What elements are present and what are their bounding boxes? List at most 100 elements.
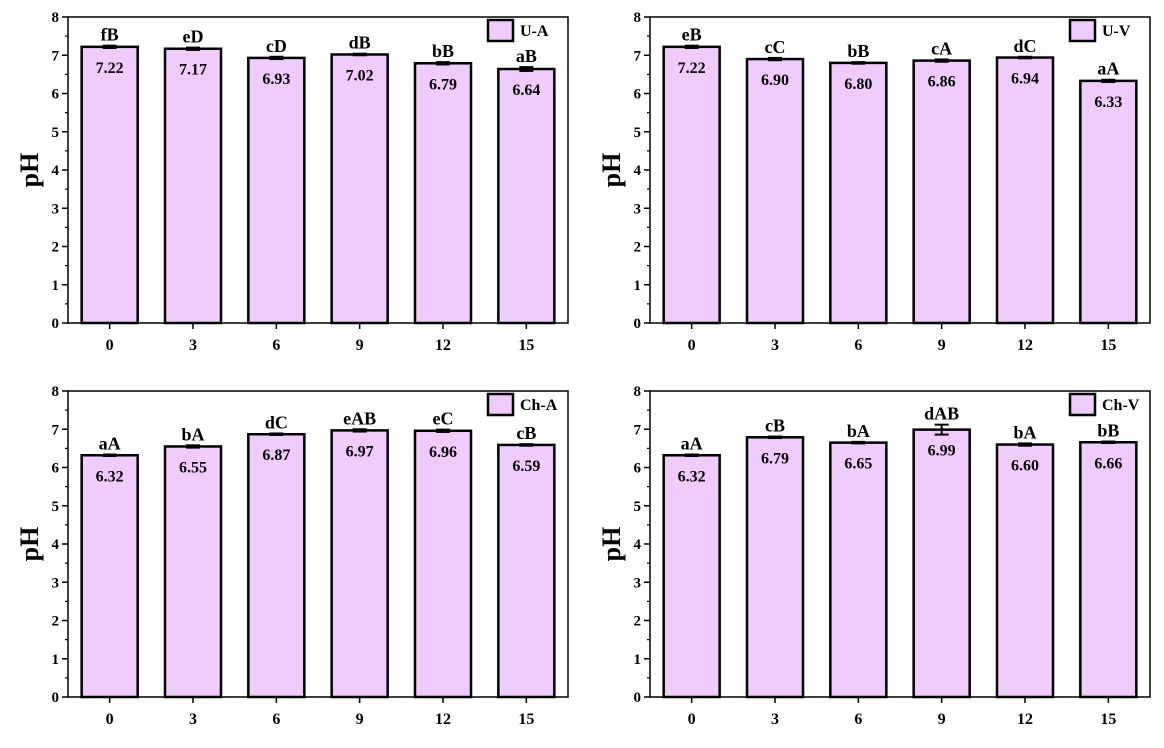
significance-letter: dAB <box>924 404 959 424</box>
y-tick-label: 4 <box>52 163 60 179</box>
significance-letter: aA <box>681 433 703 453</box>
legend-swatch <box>486 392 515 417</box>
y-axis-label: pH <box>15 527 44 562</box>
bar <box>413 62 473 325</box>
bar <box>80 45 139 325</box>
x-tick-label: 0 <box>106 711 114 728</box>
significance-letter: cA <box>931 38 952 58</box>
legend-label: Ch-A <box>520 397 558 414</box>
y-tick-label: 0 <box>52 690 60 706</box>
y-tick-label: 2 <box>52 614 60 630</box>
significance-letter: bB <box>1097 420 1119 440</box>
significance-letter: bA <box>1013 422 1036 442</box>
bar-value-label: 6.90 <box>761 72 789 89</box>
bar <box>163 445 223 699</box>
significance-letter: cB <box>765 416 785 436</box>
bar-value-label: 6.79 <box>429 76 457 93</box>
bar <box>497 443 556 699</box>
bar-value-label: 6.86 <box>928 74 956 91</box>
significance-letter: bA <box>181 424 204 444</box>
y-tick-label: 0 <box>634 316 642 332</box>
y-tick-label: 6 <box>634 87 642 103</box>
legend-swatch <box>1068 18 1097 43</box>
bar <box>662 454 721 699</box>
y-tick-label: 3 <box>52 201 60 217</box>
significance-letter: cB <box>516 423 536 443</box>
y-axis-label: pH <box>15 153 44 188</box>
significance-letter: bA <box>847 421 870 441</box>
x-tick-label: 15 <box>518 337 534 354</box>
bar <box>330 429 389 699</box>
bar-value-label: 6.64 <box>512 82 540 99</box>
y-tick-label: 4 <box>634 163 642 179</box>
significance-letter: eD <box>183 27 204 47</box>
chart-svg-u-a: pH0123456787.22fB07.17eD36.93cD67.02dB96… <box>15 10 569 354</box>
bar-value-label: 6.32 <box>678 468 706 485</box>
y-tick-label: 7 <box>52 48 60 64</box>
y-tick-label: 2 <box>634 614 642 630</box>
significance-letter: aB <box>516 46 537 66</box>
y-tick-label: 3 <box>634 201 642 217</box>
y-tick-label: 7 <box>634 48 642 64</box>
bar <box>497 67 556 325</box>
x-tick-label: 12 <box>435 337 451 354</box>
y-tick-label: 8 <box>634 10 642 26</box>
y-tick-label: 6 <box>634 461 642 477</box>
y-tick-label: 3 <box>52 575 60 591</box>
bar-value-label: 6.97 <box>346 443 374 460</box>
y-tick-label: 8 <box>52 384 60 400</box>
bar <box>995 443 1055 699</box>
y-axis-label: pH <box>597 527 626 562</box>
bar-value-label: 6.80 <box>844 76 872 93</box>
x-tick-label: 6 <box>854 337 862 354</box>
y-tick-label: 2 <box>634 240 642 256</box>
x-tick-label: 6 <box>272 337 280 354</box>
x-tick-label: 3 <box>771 337 779 354</box>
bar-value-label: 6.32 <box>96 468 124 485</box>
bar <box>1079 441 1138 699</box>
y-tick-label: 1 <box>52 278 60 294</box>
legend-swatch <box>486 18 515 43</box>
bar-value-label: 6.66 <box>1094 455 1122 472</box>
chart-panel-ch-a: pH 0 1 2 3 4 5 6 7 8 6.32 aA 0 6.55 bA 3 6.87 dC 6 6.97 eAB 9… <box>0 374 582 748</box>
significance-letter: fB <box>101 25 119 45</box>
chart-svg-ch-a: pH0123456786.32aA06.55bA36.87dC66.97eAB9… <box>15 384 569 728</box>
y-tick-label: 0 <box>52 316 60 332</box>
y-tick-label: 7 <box>634 422 642 438</box>
significance-letter: aA <box>1097 59 1119 79</box>
x-tick-label: 12 <box>435 711 451 728</box>
y-tick-label: 3 <box>634 575 642 591</box>
plot-frame <box>649 16 1151 324</box>
bar <box>247 56 306 325</box>
significance-letter: dC <box>265 412 288 432</box>
bar <box>912 59 971 325</box>
x-tick-label: 9 <box>356 337 364 354</box>
x-tick-label: 12 <box>1017 337 1033 354</box>
bar <box>912 428 971 699</box>
y-tick-label: 6 <box>52 87 60 103</box>
significance-letter: dC <box>1013 36 1036 56</box>
significance-letter: eAB <box>343 408 376 428</box>
y-tick-label: 5 <box>634 499 642 515</box>
y-tick-label: 5 <box>634 125 642 141</box>
bar-value-label: 7.22 <box>678 60 706 77</box>
significance-letter: bB <box>847 41 869 61</box>
bar-value-label: 6.60 <box>1011 458 1039 475</box>
y-tick-label: 5 <box>52 125 60 141</box>
bar-value-label: 6.33 <box>1094 94 1122 111</box>
bar <box>80 454 139 699</box>
bar-value-label: 6.79 <box>761 450 789 467</box>
y-tick-label: 1 <box>634 278 642 294</box>
significance-letter: cD <box>266 36 287 56</box>
bar <box>662 45 721 325</box>
chart-panel-u-v: pH 0 1 2 3 4 5 6 7 8 7.22 eB 0 6.90 cC 3 6.80 bB 6 6.86 cA 9 6… <box>582 0 1164 374</box>
y-axis-label: pH <box>597 153 626 188</box>
x-tick-label: 12 <box>1017 711 1033 728</box>
x-tick-label: 0 <box>688 711 696 728</box>
plot-frame <box>67 16 569 324</box>
bar-value-label: 6.55 <box>179 459 207 476</box>
significance-letter: eB <box>682 25 702 45</box>
y-tick-label: 8 <box>52 10 60 26</box>
plot-frame <box>649 390 1151 698</box>
bar-value-label: 6.59 <box>512 458 540 475</box>
